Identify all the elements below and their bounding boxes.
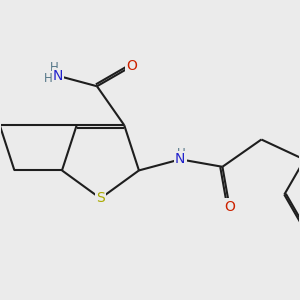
Text: N: N: [175, 152, 185, 166]
Text: H: H: [50, 61, 59, 74]
Text: S: S: [96, 191, 105, 206]
Text: H: H: [177, 147, 185, 160]
Text: H: H: [44, 73, 52, 85]
Text: N: N: [53, 69, 63, 83]
Text: O: O: [224, 200, 235, 214]
Text: O: O: [127, 59, 137, 73]
